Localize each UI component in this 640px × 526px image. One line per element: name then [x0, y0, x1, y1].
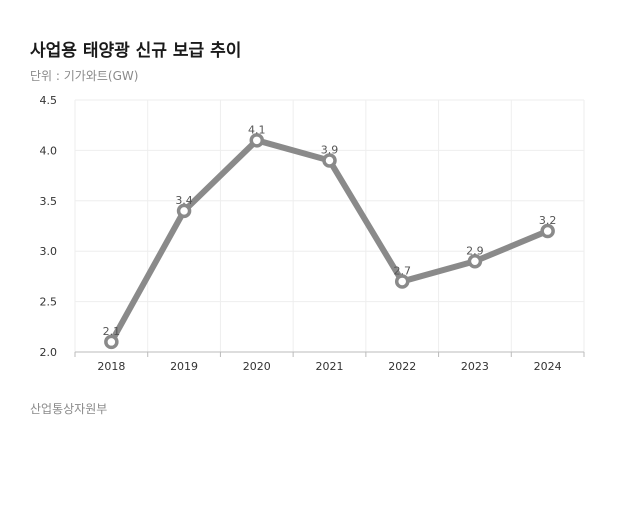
unit-label: 단위 : 기가와트(GW) [30, 69, 139, 83]
data-label: 3.2 [539, 214, 557, 227]
data-point-marker [394, 274, 410, 289]
y-tick-label: 3.5 [40, 195, 58, 208]
data-point-marker [249, 133, 265, 148]
source-label: 산업통상자원부 [30, 402, 108, 416]
x-tick-label: 2023 [461, 360, 489, 373]
x-tick-label: 2024 [534, 360, 562, 373]
data-label: 3.9 [321, 143, 339, 156]
data-label: 2.9 [466, 244, 484, 257]
chart-title: 사업용 태양광 신규 보급 추이 [30, 41, 242, 61]
data-label: 2.1 [103, 325, 121, 338]
data-point-marker [467, 254, 483, 269]
data-label: 2.7 [393, 264, 411, 277]
data-label: 3.4 [175, 194, 193, 207]
y-tick-label: 4.0 [40, 144, 58, 157]
x-tick-label: 2019 [170, 360, 198, 373]
y-tick-label: 2.5 [40, 296, 58, 309]
data-point-marker [176, 203, 192, 219]
y-tick-label: 4.5 [40, 94, 58, 107]
x-tick-label: 2020 [243, 360, 271, 373]
x-tick-label: 2021 [316, 360, 344, 373]
data-point-marker [540, 223, 555, 239]
y-tick-label: 3.0 [40, 245, 58, 258]
data-point-marker [322, 153, 337, 168]
data-label: 4.1 [248, 123, 266, 136]
x-tick-label: 2022 [388, 360, 416, 373]
x-tick-label: 2018 [97, 360, 125, 373]
data-point-marker [104, 334, 119, 350]
y-tick-label: 2.0 [40, 346, 58, 359]
series-line [108, 137, 551, 345]
